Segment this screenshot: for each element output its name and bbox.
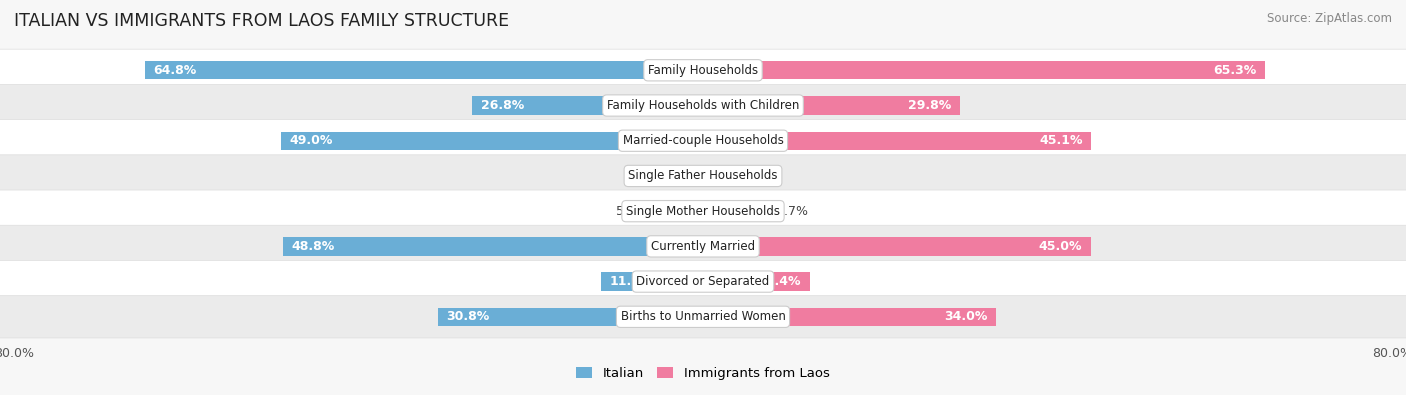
Text: ITALIAN VS IMMIGRANTS FROM LAOS FAMILY STRUCTURE: ITALIAN VS IMMIGRANTS FROM LAOS FAMILY S…: [14, 12, 509, 30]
Text: 30.8%: 30.8%: [446, 310, 489, 324]
Bar: [437, 308, 703, 326]
Text: Married-couple Households: Married-couple Households: [623, 134, 783, 147]
Text: 48.8%: 48.8%: [291, 240, 335, 253]
Bar: [281, 132, 703, 150]
Text: Family Households with Children: Family Households with Children: [607, 99, 799, 112]
Bar: [685, 167, 703, 185]
Text: 45.0%: 45.0%: [1039, 240, 1083, 253]
Text: 7.7%: 7.7%: [776, 205, 808, 218]
Text: 65.3%: 65.3%: [1213, 64, 1257, 77]
Text: 2.2%: 2.2%: [645, 169, 678, 182]
Text: 11.9%: 11.9%: [609, 275, 652, 288]
FancyBboxPatch shape: [0, 120, 1406, 162]
Bar: [145, 61, 703, 79]
FancyBboxPatch shape: [0, 85, 1406, 127]
Text: 45.1%: 45.1%: [1039, 134, 1083, 147]
Bar: [655, 202, 703, 220]
FancyBboxPatch shape: [0, 296, 1406, 338]
Text: Family Households: Family Households: [648, 64, 758, 77]
FancyBboxPatch shape: [0, 190, 1406, 232]
Text: 34.0%: 34.0%: [943, 310, 987, 324]
Text: Births to Unmarried Women: Births to Unmarried Women: [620, 310, 786, 324]
Bar: [703, 96, 960, 115]
Text: Divorced or Separated: Divorced or Separated: [637, 275, 769, 288]
Bar: [600, 273, 703, 291]
Bar: [283, 237, 703, 256]
Bar: [703, 273, 810, 291]
Text: 49.0%: 49.0%: [290, 134, 333, 147]
FancyBboxPatch shape: [0, 260, 1406, 303]
Bar: [703, 61, 1265, 79]
Legend: Italian, Immigrants from Laos: Italian, Immigrants from Laos: [571, 362, 835, 386]
Text: 64.8%: 64.8%: [153, 64, 197, 77]
Bar: [703, 202, 769, 220]
Bar: [703, 308, 995, 326]
Text: Currently Married: Currently Married: [651, 240, 755, 253]
Text: 5.6%: 5.6%: [616, 205, 648, 218]
Bar: [703, 132, 1091, 150]
Text: 2.9%: 2.9%: [735, 169, 766, 182]
Bar: [472, 96, 703, 115]
Text: 12.4%: 12.4%: [758, 275, 801, 288]
Text: Single Mother Households: Single Mother Households: [626, 205, 780, 218]
Text: 29.8%: 29.8%: [908, 99, 950, 112]
FancyBboxPatch shape: [0, 225, 1406, 267]
FancyBboxPatch shape: [0, 49, 1406, 91]
Text: 26.8%: 26.8%: [481, 99, 524, 112]
Bar: [703, 167, 728, 185]
Text: Source: ZipAtlas.com: Source: ZipAtlas.com: [1267, 12, 1392, 25]
Bar: [703, 237, 1091, 256]
Text: Single Father Households: Single Father Households: [628, 169, 778, 182]
FancyBboxPatch shape: [0, 155, 1406, 197]
